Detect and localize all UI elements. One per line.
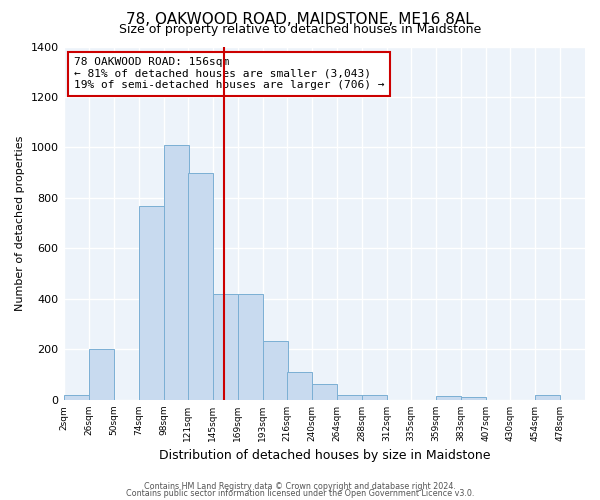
Bar: [263, 340, 288, 400]
Bar: [164, 145, 188, 400]
Bar: [89, 350, 113, 400]
Text: Contains public sector information licensed under the Open Government Licence v3: Contains public sector information licen…: [126, 489, 474, 498]
Bar: [188, 172, 212, 400]
Bar: [212, 294, 238, 400]
Bar: [436, 396, 461, 400]
Bar: [238, 294, 263, 400]
X-axis label: Distribution of detached houses by size in Maidstone: Distribution of detached houses by size …: [158, 450, 490, 462]
Text: 78 OAKWOOD ROAD: 156sqm
← 81% of detached houses are smaller (3,043)
19% of semi: 78 OAKWOOD ROAD: 156sqm ← 81% of detache…: [74, 57, 385, 90]
Bar: [64, 395, 89, 400]
Bar: [139, 206, 164, 400]
Bar: [337, 395, 362, 400]
Bar: [312, 384, 337, 400]
Bar: [287, 372, 312, 400]
Y-axis label: Number of detached properties: Number of detached properties: [15, 136, 25, 311]
Bar: [535, 395, 560, 400]
Bar: [461, 398, 486, 400]
Text: Size of property relative to detached houses in Maidstone: Size of property relative to detached ho…: [119, 22, 481, 36]
Text: 78, OAKWOOD ROAD, MAIDSTONE, ME16 8AL: 78, OAKWOOD ROAD, MAIDSTONE, ME16 8AL: [126, 12, 474, 28]
Text: Contains HM Land Registry data © Crown copyright and database right 2024.: Contains HM Land Registry data © Crown c…: [144, 482, 456, 491]
Bar: [362, 395, 387, 400]
